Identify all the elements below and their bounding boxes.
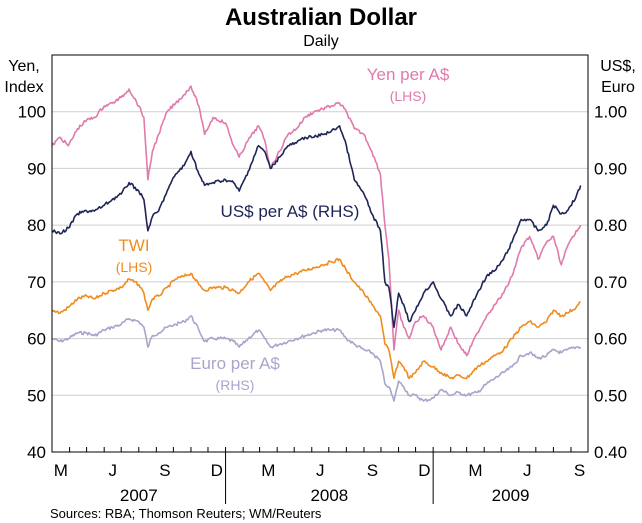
left-tick-labels: 40 50 60 70 80 90 100 (18, 103, 46, 462)
month-tick-label: M (468, 461, 482, 480)
month-tick-label: J (523, 461, 532, 480)
left-tick-label: 60 (27, 330, 46, 349)
left-tick-label: 100 (18, 103, 46, 122)
series-annotations: Yen per A$ (LHS) US$ per A$ (RHS) TWI (LHS) E… (116, 65, 450, 393)
left-tick-label: 90 (27, 159, 46, 178)
left-tick-label: 70 (27, 273, 46, 292)
left-tick-label: 80 (27, 216, 46, 235)
month-tick-label: S (159, 461, 170, 480)
month-tick-label: J (316, 461, 325, 480)
month-tick-label: J (108, 461, 117, 480)
series-annotation: US$ per A$ (RHS) (221, 202, 360, 221)
month-tick-label: M (261, 461, 275, 480)
gridlines (52, 111, 588, 453)
left-tick-label: 40 (27, 443, 46, 462)
month-tick-label: D (211, 461, 223, 480)
series-line (51, 125, 582, 329)
month-tick-label: D (418, 461, 430, 480)
year-label: 2007 (120, 486, 158, 505)
series-annotation: (LHS) (390, 88, 427, 104)
right-tick-label: 0.40 (594, 443, 627, 462)
right-tick-label: 0.90 (594, 159, 627, 178)
right-axis-label-line2: Euro (601, 79, 635, 96)
right-tick-labels: 0.40 0.50 0.60 0.70 0.80 0.90 1.00 (594, 103, 627, 462)
left-tick-label: 50 (27, 386, 46, 405)
right-tick-label: 0.50 (594, 386, 627, 405)
series-line (51, 85, 582, 357)
month-tick-label: S (367, 461, 378, 480)
month-tick-label: S (574, 461, 585, 480)
right-axis-label-line1: US$, (600, 58, 636, 75)
series-line (51, 257, 581, 380)
left-axis-label-line2: Index (4, 79, 43, 96)
right-tick-label: 0.70 (594, 273, 627, 292)
source-note: Sources: RBA; Thomson Reuters; WM/Reuter… (50, 506, 322, 521)
series-annotation: (RHS) (216, 377, 255, 393)
series-annotation: TWI (118, 236, 149, 255)
series-annotation: Yen per A$ (367, 65, 450, 84)
chart-title: Australian Dollar (225, 4, 417, 31)
month-tick-label: M (54, 461, 68, 480)
series-annotation: (LHS) (116, 259, 153, 275)
year-label: 2008 (310, 486, 348, 505)
right-tick-label: 0.80 (594, 216, 627, 235)
plot-frame (51, 54, 589, 453)
chart-subtitle: Daily (303, 33, 339, 50)
year-label: 2009 (492, 486, 530, 505)
series-annotation: Euro per A$ (190, 354, 280, 373)
right-tick-label: 0.60 (594, 330, 627, 349)
left-axis-label-line1: Yen, (8, 58, 39, 75)
series-layer (51, 85, 582, 403)
right-tick-label: 1.00 (594, 103, 627, 122)
series-line (51, 315, 582, 403)
